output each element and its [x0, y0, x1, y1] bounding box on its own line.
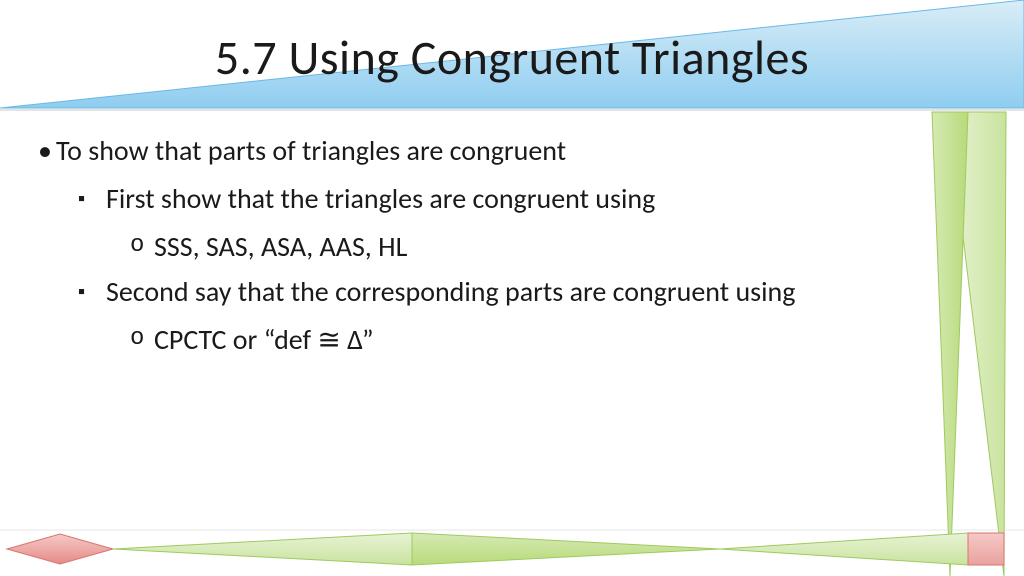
content-area: To show that parts of triangles are cong…: [36, 132, 934, 367]
bullet-level2: Second say that the corresponding parts …: [106, 273, 934, 359]
bullet-level3: SSS, SAS, ASA, AAS, HL: [154, 228, 934, 266]
bullet-level2: First show that the triangles are congru…: [106, 180, 934, 266]
bullet-text: To show that parts of triangles are cong…: [56, 133, 566, 168]
bullet-text: CPCTC or “def ≅ Δ”: [154, 322, 374, 357]
bullet-level1: To show that parts of triangles are cong…: [56, 132, 934, 359]
bullet-text: First show that the triangles are congru…: [106, 181, 655, 216]
bullet-text: Second say that the corresponding parts …: [106, 274, 795, 309]
slide: 5.7 Using Congruent Triangles: [0, 0, 1024, 576]
slide-title: 5.7 Using Congruent Triangles: [0, 28, 1024, 87]
bullet-level3: CPCTC or “def ≅ Δ”: [154, 321, 934, 359]
bullet-text: SSS, SAS, ASA, AAS, HL: [154, 229, 407, 264]
